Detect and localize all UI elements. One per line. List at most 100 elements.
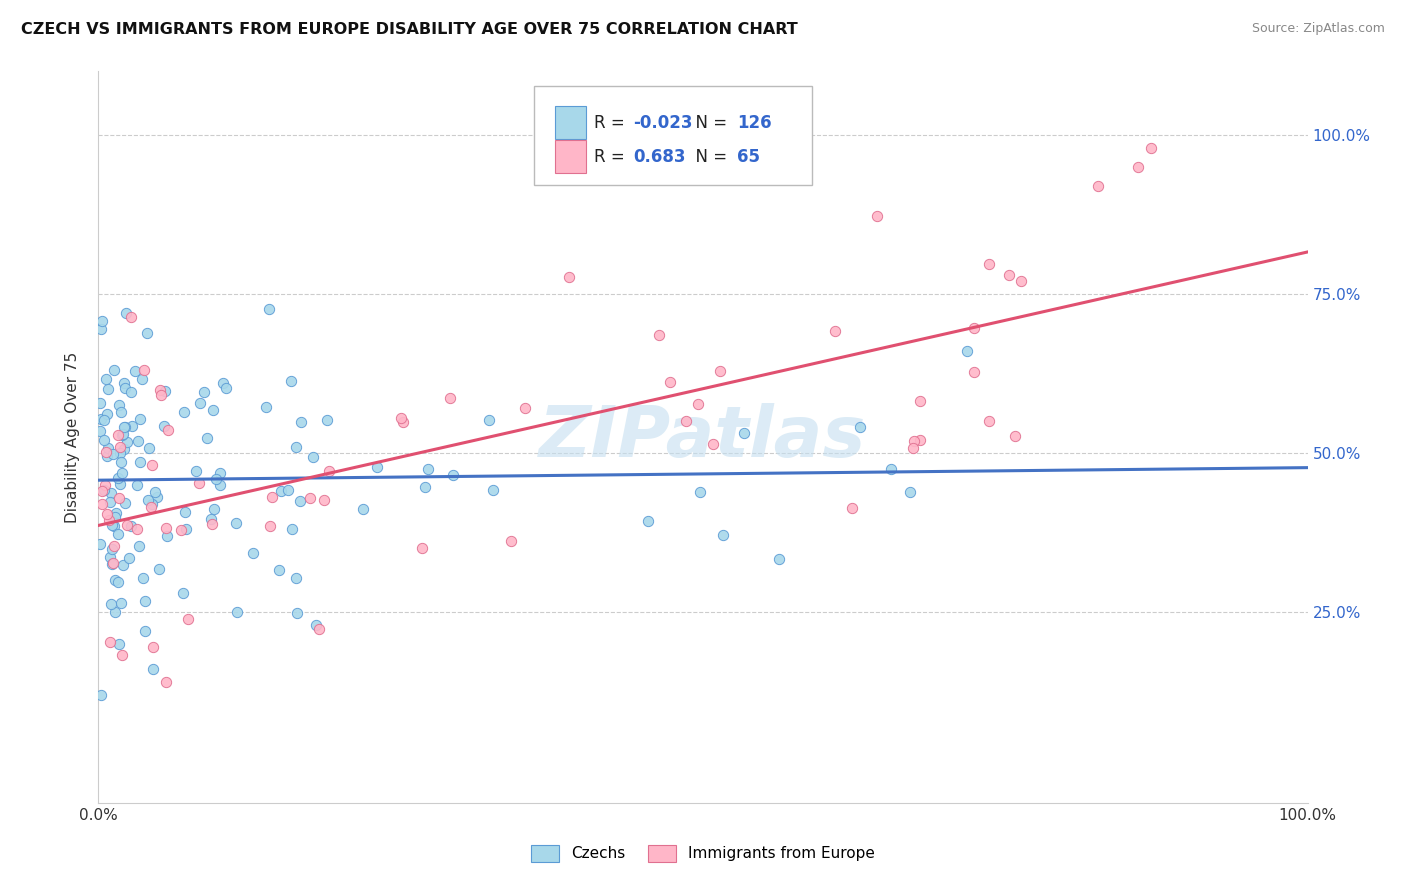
- Point: [149, 383, 172, 397]
- FancyBboxPatch shape: [555, 106, 586, 139]
- Point: [103, 519, 125, 533]
- Text: ZIPatlas: ZIPatlas: [540, 402, 866, 472]
- Point: [117, 434, 139, 449]
- Point: [824, 324, 846, 338]
- Point: [997, 268, 1019, 282]
- Text: 0.683: 0.683: [633, 148, 685, 166]
- Point: [193, 385, 215, 400]
- Point: [225, 516, 247, 531]
- Point: [138, 441, 160, 455]
- Point: [93, 433, 115, 447]
- Point: [101, 556, 124, 570]
- Point: [124, 364, 146, 378]
- Point: [104, 506, 127, 520]
- Point: [121, 419, 143, 434]
- Point: [90, 412, 112, 426]
- Point: [114, 381, 136, 395]
- Point: [170, 523, 193, 537]
- Point: [136, 326, 159, 340]
- Point: [215, 381, 238, 395]
- Point: [903, 434, 925, 448]
- Point: [880, 461, 903, 475]
- Point: [675, 414, 697, 428]
- Point: [93, 413, 115, 427]
- Point: [202, 502, 225, 516]
- Point: [267, 563, 290, 577]
- Point: [90, 484, 112, 499]
- Point: [277, 483, 299, 498]
- Point: [111, 427, 134, 442]
- Point: [314, 493, 336, 508]
- Point: [120, 518, 142, 533]
- Point: [94, 445, 117, 459]
- Point: [259, 519, 281, 533]
- Point: [110, 467, 132, 481]
- Point: [1126, 160, 1149, 174]
- Point: [155, 521, 177, 535]
- Point: [107, 574, 129, 589]
- Point: [96, 407, 118, 421]
- Point: [352, 501, 374, 516]
- Point: [110, 405, 132, 419]
- Point: [115, 517, 138, 532]
- Point: [98, 549, 121, 564]
- Point: [101, 557, 124, 571]
- Point: [288, 494, 311, 508]
- Point: [501, 533, 523, 548]
- Point: [478, 413, 501, 427]
- Point: [127, 478, 149, 492]
- Point: [177, 612, 200, 626]
- Point: [107, 428, 129, 442]
- Point: [139, 500, 162, 514]
- Point: [131, 372, 153, 386]
- Point: [658, 375, 681, 389]
- Point: [285, 607, 308, 621]
- Point: [114, 420, 136, 434]
- Point: [101, 447, 124, 461]
- Text: -0.023: -0.023: [633, 113, 692, 131]
- Point: [143, 484, 166, 499]
- Point: [733, 426, 755, 441]
- Point: [128, 539, 150, 553]
- Point: [100, 485, 122, 500]
- Point: [128, 455, 150, 469]
- Point: [285, 570, 308, 584]
- Point: [299, 491, 322, 505]
- Point: [115, 306, 138, 320]
- Point: [955, 344, 977, 359]
- Text: N =: N =: [685, 148, 733, 166]
- Point: [768, 551, 790, 566]
- Point: [98, 634, 121, 648]
- Point: [118, 551, 141, 566]
- Point: [104, 574, 127, 588]
- Point: [558, 269, 581, 284]
- Point: [281, 522, 304, 536]
- Point: [107, 471, 129, 485]
- Point: [908, 393, 931, 408]
- Point: [114, 496, 136, 510]
- Point: [689, 485, 711, 500]
- Point: [156, 423, 179, 437]
- Point: [142, 662, 165, 676]
- Point: [188, 396, 211, 410]
- Point: [308, 622, 330, 636]
- Point: [108, 440, 131, 454]
- Text: 65: 65: [737, 148, 759, 166]
- Point: [148, 562, 170, 576]
- Point: [259, 302, 281, 317]
- Point: [866, 210, 889, 224]
- Point: [132, 363, 155, 377]
- Point: [141, 458, 163, 472]
- Point: [305, 617, 328, 632]
- Point: [208, 466, 231, 480]
- Point: [254, 400, 277, 414]
- Point: [112, 376, 135, 390]
- FancyBboxPatch shape: [534, 86, 811, 185]
- Text: N =: N =: [685, 113, 733, 131]
- Point: [132, 571, 155, 585]
- Point: [127, 434, 149, 448]
- Point: [155, 675, 177, 690]
- Point: [90, 688, 112, 702]
- Point: [111, 648, 134, 662]
- Point: [96, 507, 118, 521]
